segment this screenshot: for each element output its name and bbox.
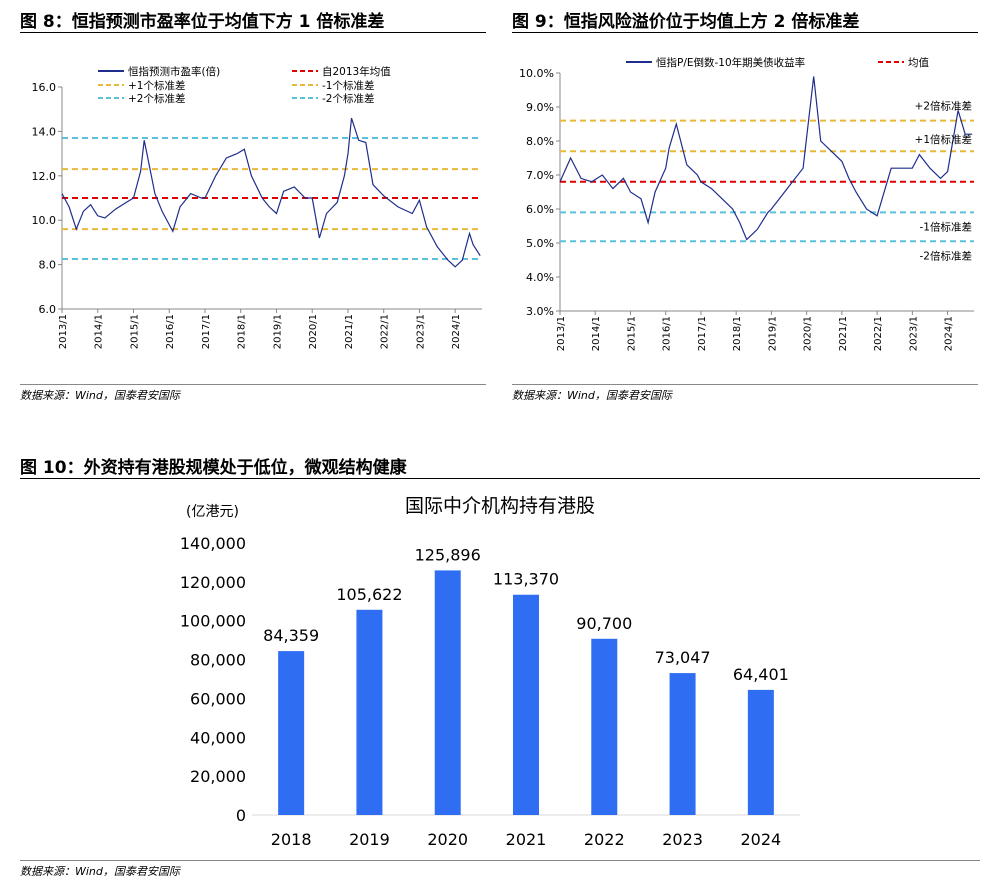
reference-label: -2倍标准差	[920, 249, 972, 262]
x-tick-label: 2020/1	[308, 314, 319, 349]
bar-value-label: 73,047	[655, 648, 711, 667]
bar	[356, 609, 383, 815]
y-tick-label: 120,000	[180, 573, 246, 592]
y-tick-label: 3.0%	[526, 305, 554, 318]
y-tick-label: 14.0	[32, 125, 57, 138]
legend-label: 恒指预测市盈率(倍)	[128, 65, 220, 78]
fig8-top-rule	[20, 32, 486, 33]
reference-label: +2倍标准差	[915, 100, 972, 113]
y-tick-label: 12.0	[32, 170, 57, 183]
x-tick-label: 2020	[427, 830, 468, 849]
bar-value-label: 90,700	[576, 614, 632, 633]
bar	[513, 594, 539, 815]
y-tick-label: 80,000	[190, 651, 246, 670]
y-tick-label: 5.0%	[526, 237, 554, 250]
bar-value-label: 113,370	[493, 570, 559, 589]
bar	[434, 570, 461, 815]
x-tick-label: 2013/1	[58, 314, 69, 349]
bar-value-label: 125,896	[415, 545, 481, 564]
fig9-bottom-rule	[512, 384, 978, 385]
y-axis-unit-label: (亿港元)	[186, 504, 239, 520]
legend-label: -2个标准差	[322, 92, 374, 105]
y-tick-label: 6.0%	[526, 203, 554, 216]
legend-label: -1个标准差	[322, 79, 374, 92]
y-tick-label: 10.0%	[519, 67, 554, 80]
bar	[747, 689, 774, 815]
fig10-chart: 国际中介机构持有港股 (亿港元) 0 20,000 40,000 60,000 80,000…	[180, 495, 800, 849]
x-tick-label: 2015/1	[129, 314, 140, 349]
y-tick-label: 140,000	[180, 534, 246, 553]
x-tick-label: 2023/1	[415, 314, 426, 349]
series-line	[61, 117, 481, 268]
x-tick-label: 2016/1	[662, 316, 673, 351]
y-tick-label: 10.0	[32, 214, 57, 227]
series-line	[559, 76, 973, 241]
x-tick-label: 2016/1	[165, 314, 176, 349]
y-tick-label: 6.0	[39, 303, 57, 316]
x-tick-label: 2017/1	[697, 316, 708, 351]
y-tick-label: 16.0	[32, 81, 57, 94]
x-tick-label: 2021/1	[344, 314, 355, 349]
legend-label: +1个标准差	[128, 79, 185, 92]
x-tick-label: 2022/1	[380, 314, 391, 349]
fig10-top-rule	[20, 478, 980, 479]
legend-label: 自2013年均值	[322, 65, 391, 78]
legend-label: +2个标准差	[128, 92, 185, 105]
y-tick-label: 8.0	[39, 259, 57, 272]
y-tick-label: 8.0%	[526, 135, 554, 148]
legend-label: 恒指P/E倒数-10年期美债收益率	[656, 56, 805, 69]
x-tick-label: 2018/1	[237, 314, 248, 349]
x-tick-label: 2019	[349, 830, 390, 849]
x-tick-label: 2023/1	[908, 316, 919, 351]
fig9-title: 图 9：恒指风险溢价位于均值上方 2 倍标准差	[512, 12, 860, 32]
fig8-title: 图 8：恒指预测市盈率位于均值下方 1 倍标准差	[20, 12, 385, 32]
bar	[278, 651, 305, 815]
fig8-bottom-rule	[20, 384, 486, 385]
fig9-chart: 3.0% 4.0% 5.0% 6.0% 7.0% 8.0% 9.0% 10.0% 2013/1 2…	[519, 56, 974, 351]
y-tick-label: 7.0%	[526, 169, 554, 182]
x-tick-label: 2020/1	[803, 316, 814, 351]
legend-label: 均值	[908, 56, 929, 69]
fig9-top-rule	[512, 32, 978, 33]
reference-label: +1倍标准差	[915, 133, 972, 146]
x-tick-label: 2018/1	[732, 316, 743, 351]
bar-chart-title: 国际中介机构持有港股	[405, 495, 595, 517]
bar	[591, 638, 618, 815]
x-tick-label: 2014/1	[591, 316, 602, 351]
y-tick-label: 20,000	[190, 767, 246, 786]
bar-value-label: 64,401	[733, 665, 789, 684]
reference-label: -1倍标准差	[920, 220, 972, 233]
x-tick-label: 2021	[506, 830, 547, 849]
x-tick-label: 2024/1	[944, 316, 955, 351]
x-tick-label: 2024	[740, 830, 781, 849]
y-tick-label: 100,000	[180, 612, 246, 631]
y-tick-label: 0	[236, 806, 246, 825]
x-tick-label: 2014/1	[94, 314, 105, 349]
bar-value-label: 84,359	[263, 626, 319, 645]
y-tick-label: 9.0%	[526, 101, 554, 114]
x-tick-label: 2022/1	[873, 316, 884, 351]
x-tick-label: 2022	[584, 830, 625, 849]
x-tick-label: 2019/1	[272, 314, 283, 349]
y-tick-label: 4.0%	[526, 271, 554, 284]
y-tick-label: 40,000	[190, 728, 246, 747]
x-tick-label: 2021/1	[838, 316, 849, 351]
fig10-title: 图 10：外资持有港股规模处于低位，微观结构健康	[20, 458, 407, 478]
bar	[669, 673, 696, 815]
fig10-bottom-rule	[20, 860, 980, 861]
y-tick-label: 60,000	[190, 689, 246, 708]
x-tick-label: 2024/1	[451, 314, 462, 349]
x-tick-label: 2023	[662, 830, 703, 849]
fig10-source: 数据来源：Wind，国泰君安国际	[20, 865, 180, 878]
x-tick-label: 2018	[271, 830, 312, 849]
x-tick-label: 2017/1	[201, 314, 212, 349]
fig9-source: 数据来源：Wind，国泰君安国际	[512, 389, 672, 402]
x-tick-label: 2015/1	[626, 316, 637, 351]
x-tick-label: 2019/1	[767, 316, 778, 351]
bar-value-label: 105,622	[336, 585, 402, 604]
x-tick-label: 2013/1	[556, 316, 567, 351]
fig8-chart: 6.0 8.0 10.0 12.0 14.0 16.0 2013/1 2014/1 2015/1…	[32, 65, 482, 349]
fig8-source: 数据来源：Wind，国泰君安国际	[20, 389, 180, 402]
